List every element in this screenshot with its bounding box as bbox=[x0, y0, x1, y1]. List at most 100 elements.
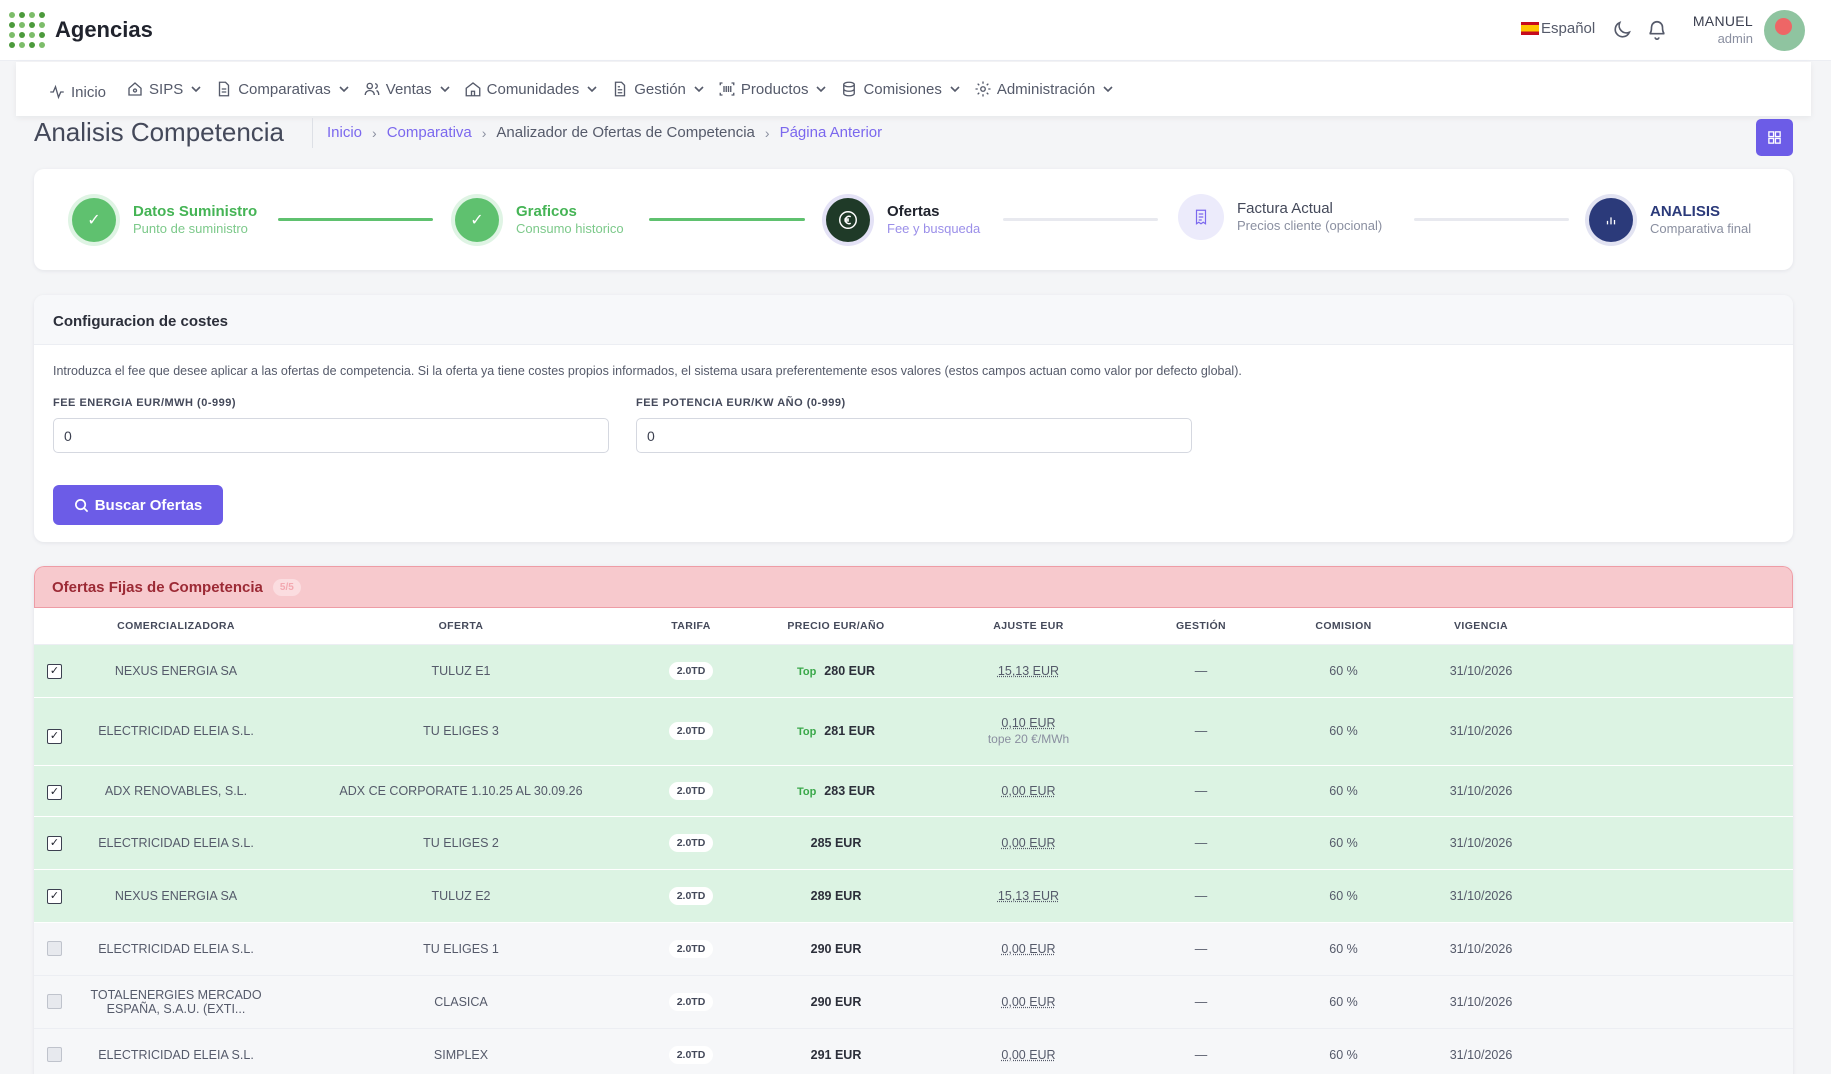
row-select-cell: ✓ bbox=[34, 644, 76, 698]
col-vigencia: VIGENCIA bbox=[1406, 608, 1556, 645]
chevron-right-icon: › bbox=[372, 124, 377, 141]
row-checkbox[interactable]: ✓ bbox=[47, 888, 62, 904]
row-checkbox[interactable] bbox=[47, 993, 62, 1009]
dark-mode-moon-icon[interactable] bbox=[1611, 19, 1633, 41]
table-row[interactable]: ✓ ELECTRICIDAD ELEIA S.L. TU ELIGES 3 2.0TD… bbox=[34, 697, 1793, 766]
table-row[interactable]: ELECTRICIDAD ELEIA S.L. SIMPLEX 2.0TD 291 E… bbox=[34, 1028, 1793, 1074]
step-connector bbox=[649, 218, 805, 221]
table-row[interactable]: ✓ ELECTRICIDAD ELEIA S.L. TU ELIGES 2 2.0TD… bbox=[34, 816, 1793, 870]
avatar[interactable] bbox=[1764, 10, 1805, 51]
nav-item-administracion[interactable]: Administración bbox=[974, 80, 1114, 98]
row-checkbox[interactable]: ✓ bbox=[47, 663, 62, 679]
user-info[interactable]: MANUEL admin bbox=[1693, 13, 1753, 47]
cell-tarifa: 2.0TD bbox=[646, 922, 736, 976]
nav-item-sips[interactable]: SIPS bbox=[126, 80, 202, 98]
top-header: Agencias Español MANUEL admin bbox=[0, 0, 1831, 61]
breadcrumb-pagina-anterior[interactable]: Página Anterior bbox=[779, 124, 883, 141]
row-select-cell bbox=[34, 975, 76, 1029]
price-value: 280 EUR bbox=[824, 663, 876, 678]
fee-energia-input[interactable] bbox=[53, 418, 609, 453]
step-factura-actual[interactable]: Factura Actual Precios cliente (opcional) bbox=[1178, 194, 1382, 240]
nav-item-comunidades[interactable]: Comunidades bbox=[464, 80, 599, 98]
nav-item-gestion[interactable]: Gestión bbox=[611, 80, 705, 98]
table-row[interactable]: TOTALENERGIES MERCADO ESPAÑA, S.A.U. (EX… bbox=[34, 975, 1793, 1029]
cell-spacer bbox=[1556, 644, 1793, 698]
cell-oferta: TU ELIGES 3 bbox=[276, 697, 646, 766]
ajuste-value[interactable]: 0,00 EUR bbox=[1001, 835, 1056, 850]
cell-ajuste: 0,00 EUR bbox=[936, 765, 1121, 817]
ajuste-value[interactable]: 0,00 EUR bbox=[1001, 1047, 1056, 1062]
step-datos-suministro[interactable]: ✓ Datos Suministro Punto de suministro bbox=[68, 194, 257, 246]
ajuste-value[interactable]: 0,10 EUR bbox=[1001, 716, 1056, 730]
ajuste-value[interactable]: 15,13 EUR bbox=[997, 663, 1060, 678]
check-icon: ✓ bbox=[72, 198, 116, 242]
step-graficos[interactable]: ✓ Graficos Consumo historico bbox=[451, 194, 624, 246]
users-icon bbox=[364, 82, 380, 96]
breadcrumb-inicio[interactable]: Inicio bbox=[327, 124, 363, 141]
table-row[interactable]: ✓ NEXUS ENERGIA SA TULUZ E1 2.0TD Top 280 EUR… bbox=[34, 644, 1793, 698]
grid-view-button[interactable] bbox=[1756, 119, 1793, 156]
price-value: 283 EUR bbox=[824, 783, 876, 798]
row-checkbox[interactable]: ✓ bbox=[47, 728, 62, 744]
home-icon bbox=[128, 82, 142, 96]
breadcrumb-comparativa[interactable]: Comparativa bbox=[386, 124, 472, 141]
offers-header: Ofertas Fijas de Competencia 5/5 bbox=[34, 566, 1793, 608]
row-select-cell bbox=[34, 1028, 76, 1074]
wizard-stepper: ✓ Datos Suministro Punto de suministro ✓ … bbox=[34, 169, 1793, 270]
price-value: 289 EUR bbox=[810, 888, 862, 903]
notifications-bell-icon[interactable] bbox=[1646, 19, 1668, 41]
nav-item-productos[interactable]: Productos bbox=[718, 80, 828, 98]
cell-vigencia: 31/10/2026 bbox=[1406, 697, 1556, 766]
ajuste-value[interactable]: 15,13 EUR bbox=[997, 888, 1060, 903]
cell-spacer bbox=[1556, 1028, 1793, 1074]
row-checkbox[interactable] bbox=[47, 940, 62, 956]
chevron-down-icon bbox=[339, 86, 349, 93]
nav-item-inicio[interactable]: Inicio bbox=[48, 83, 106, 101]
row-checkbox[interactable]: ✓ bbox=[47, 835, 62, 851]
app-logo-icon[interactable] bbox=[9, 12, 45, 48]
table-row[interactable]: ELECTRICIDAD ELEIA S.L. TU ELIGES 1 2.0TD 2… bbox=[34, 922, 1793, 976]
ajuste-value[interactable]: 0,00 EUR bbox=[1001, 941, 1056, 956]
row-checkbox[interactable]: ✓ bbox=[47, 784, 62, 800]
ajuste-value[interactable]: 0,00 EUR bbox=[1001, 994, 1056, 1009]
col-comision: COMISION bbox=[1281, 608, 1406, 645]
nav-label: Comunidades bbox=[486, 80, 580, 98]
table-row[interactable]: ✓ NEXUS ENERGIA SA TULUZ E2 2.0TD 289 EUR 15,… bbox=[34, 869, 1793, 923]
config-description: Introduzca el fee que desee aplicar a la… bbox=[53, 364, 1242, 378]
step-ofertas[interactable]: Ofertas Fee y busqueda bbox=[822, 194, 980, 246]
app-title: Agencias bbox=[55, 17, 153, 42]
cell-gestion: — bbox=[1121, 975, 1281, 1029]
chevron-down-icon bbox=[950, 86, 960, 93]
nav-item-comisiones[interactable]: Comisiones bbox=[840, 80, 960, 98]
cell-comercializadora: ELECTRICIDAD ELEIA S.L. bbox=[76, 922, 276, 976]
tarifa-badge: 2.0TD bbox=[668, 1045, 714, 1064]
offers-table: COMERCIALIZADORA OFERTA TARIFA PRECIO EU… bbox=[34, 608, 1793, 1074]
step-title: ANALISIS bbox=[1650, 203, 1721, 220]
cell-oferta: ADX CE CORPORATE 1.10.25 AL 30.09.26 bbox=[276, 765, 646, 817]
nav-label: Inicio bbox=[71, 83, 107, 101]
fee-potencia-label: FEE POTENCIA EUR/KW AÑO (0-999) bbox=[636, 397, 846, 409]
nav-item-comparativas[interactable]: Comparativas bbox=[215, 80, 350, 98]
ajuste-value[interactable]: 0,00 EUR bbox=[1001, 783, 1056, 798]
fee-potencia-input[interactable] bbox=[636, 418, 1192, 453]
breadcrumb: Inicio › Comparativa › Analizador de Ofe… bbox=[327, 124, 882, 141]
step-circle: ✓ bbox=[451, 194, 503, 246]
cell-oferta: TU ELIGES 2 bbox=[276, 816, 646, 870]
cell-oferta: TU ELIGES 1 bbox=[276, 922, 646, 976]
cell-ajuste: 15,13 EUR bbox=[936, 644, 1121, 698]
search-offers-button[interactable]: Buscar Ofertas bbox=[53, 485, 223, 525]
cell-comercializadora: ELECTRICIDAD ELEIA S.L. bbox=[76, 697, 276, 766]
price-value: 281 EUR bbox=[824, 724, 876, 738]
table-row[interactable]: ✓ ADX RENOVABLES, S.L. ADX CE CORPORATE 1.… bbox=[34, 765, 1793, 817]
cell-comision: 60 % bbox=[1281, 1028, 1406, 1074]
row-checkbox[interactable] bbox=[47, 1046, 62, 1062]
barcode-icon bbox=[719, 82, 735, 96]
config-title: Configuracion de costes bbox=[34, 295, 1793, 345]
nav-item-ventas[interactable]: Ventas bbox=[363, 80, 451, 98]
step-analisis[interactable]: ANALISIS Comparativa final bbox=[1585, 194, 1751, 246]
price-value: 290 EUR bbox=[810, 941, 862, 956]
cell-gestion: — bbox=[1121, 697, 1281, 766]
euro-icon bbox=[826, 198, 870, 242]
ajuste-note: tope 20 €/MWh bbox=[987, 732, 1070, 746]
language-selector[interactable]: Español bbox=[1521, 20, 1595, 37]
